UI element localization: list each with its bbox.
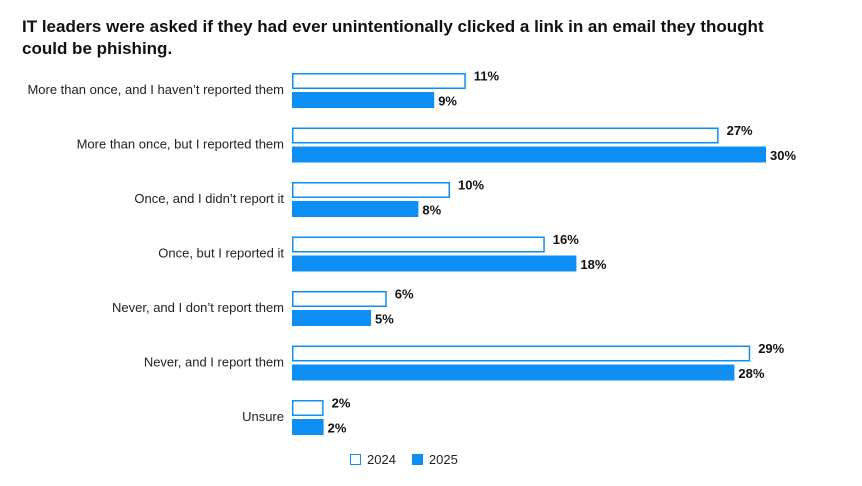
category-label: Never, and I report them: [144, 354, 284, 369]
value-label-2025: 2%: [328, 420, 347, 435]
legend-swatch-2024: [350, 454, 361, 465]
value-label-2024: 16%: [553, 232, 579, 247]
legend-label-2025: 2025: [428, 452, 458, 467]
value-label-2024: 11%: [474, 68, 500, 83]
category-label: Once, but I reported it: [158, 245, 284, 260]
value-label-2025: 30%: [770, 148, 796, 163]
category-label: Never, and I don’t report them: [112, 300, 284, 315]
bar-2024: [292, 127, 719, 144]
bar-2024: [292, 236, 545, 253]
bar-2024: [292, 291, 387, 307]
value-label-2024: 6%: [395, 286, 414, 301]
bar-2024: [292, 345, 751, 362]
chart-title: IT leaders were asked if they had ever u…: [22, 17, 764, 58]
bar-2025: [292, 146, 766, 163]
bar-2025: [292, 201, 419, 217]
value-label-2025: 8%: [422, 202, 441, 217]
value-label-2025: 28%: [738, 366, 764, 381]
value-label-2024: 2%: [332, 395, 351, 410]
value-label-2025: 18%: [580, 257, 606, 272]
legend: 2024 2025: [350, 452, 474, 467]
category-label: More than once, and I haven’t reported t…: [27, 82, 284, 97]
bar-2025: [292, 364, 735, 381]
bar-2025: [292, 255, 577, 272]
value-label-2025: 5%: [375, 311, 394, 326]
bar-2025: [292, 92, 435, 108]
category-label: More than once, but I reported them: [77, 136, 284, 151]
value-label-2024: 27%: [727, 123, 753, 138]
value-label-2024: 29%: [758, 341, 784, 356]
value-label-2024: 10%: [458, 177, 484, 192]
value-label-2025: 9%: [438, 93, 457, 108]
bar-2024: [292, 400, 324, 416]
bar-2024: [292, 182, 450, 198]
bar-2025: [292, 419, 324, 435]
legend-item-2024: 2024: [350, 452, 396, 467]
legend-swatch-2025: [411, 454, 423, 465]
category-label: Once, and I didn’t report it: [134, 191, 284, 206]
legend-item-2025: 2025: [411, 452, 458, 467]
legend-label-2024: 2024: [367, 452, 396, 467]
bar-2024: [292, 73, 466, 89]
category-label: Unsure: [242, 409, 284, 424]
bar-2025: [292, 310, 371, 326]
